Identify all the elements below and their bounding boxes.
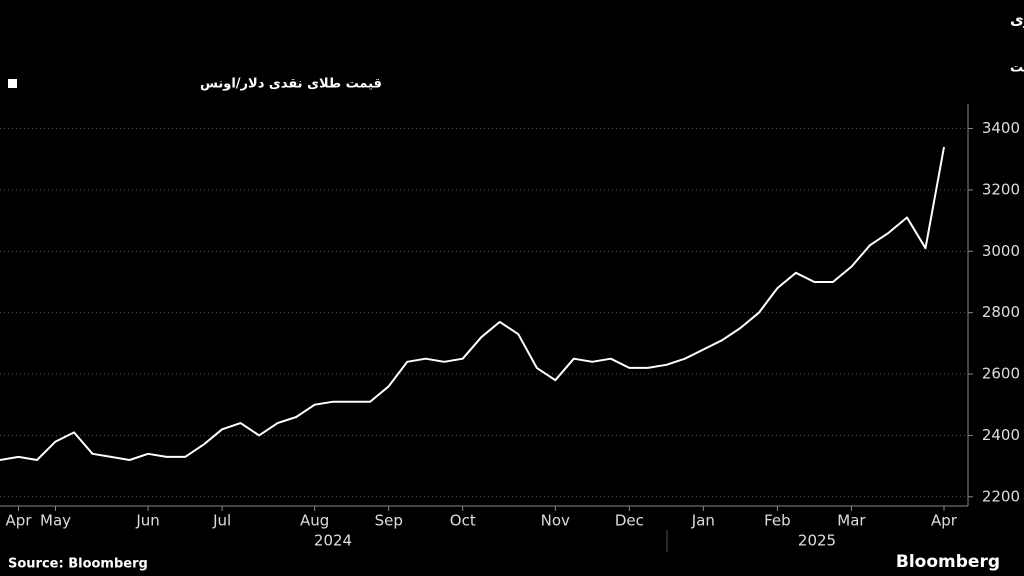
- x-tick-label: May: [40, 512, 71, 530]
- legend-label: قیمت طلای نقدی دلار/اونس: [200, 77, 382, 92]
- year-label: 2024: [314, 532, 352, 550]
- source: Source: Bloomberg: [8, 557, 148, 572]
- x-tick-label: Jan: [691, 512, 715, 530]
- x-tick-label: Mar: [837, 512, 866, 530]
- y-tick-label: 2800: [982, 303, 1020, 321]
- price-line: [0, 146, 945, 461]
- y-tick-label: 3200: [982, 180, 1020, 198]
- x-tick-label: Aug: [300, 512, 329, 530]
- x-tick-label: Sep: [375, 512, 403, 530]
- y-tick-label: 3400: [982, 119, 1020, 137]
- x-tick-label: Jul: [212, 512, 231, 530]
- brand: Bloomberg: [896, 552, 1000, 572]
- x-tick-label: Jun: [135, 512, 159, 530]
- x-tick-label: Feb: [764, 512, 791, 530]
- y-tick-label: 2200: [982, 487, 1020, 505]
- chart-subtitle: فلز زرد از قله قیمتی هفته قبل پیشی گرفت: [1010, 60, 1024, 76]
- x-tick-label: Apr: [6, 512, 33, 530]
- legend-swatch: [8, 79, 17, 88]
- x-tick-label: Apr: [931, 512, 958, 530]
- year-label: 2025: [798, 532, 836, 550]
- y-tick-label: 3000: [982, 242, 1020, 260]
- x-tick-label: Dec: [615, 512, 644, 530]
- y-tick-label: 2600: [982, 365, 1020, 383]
- x-tick-label: Oct: [450, 512, 476, 530]
- chart-title: رکوردشکنی طلا در پی کاهش ارزش دلار و نوس…: [1010, 11, 1024, 30]
- y-tick-label: 2400: [982, 426, 1020, 444]
- x-tick-label: Nov: [541, 512, 570, 530]
